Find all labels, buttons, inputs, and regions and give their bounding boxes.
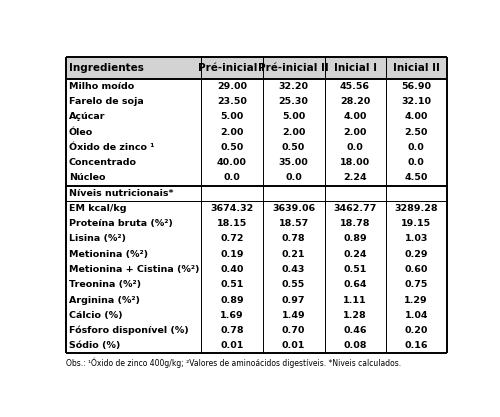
Text: 56.90: 56.90 — [401, 82, 431, 91]
Text: Proteína bruta (%²): Proteína bruta (%²) — [68, 219, 172, 228]
Text: 0.89: 0.89 — [220, 296, 244, 304]
Text: 4.00: 4.00 — [344, 113, 366, 121]
Text: Lisina (%²): Lisina (%²) — [68, 234, 126, 244]
Text: 1.28: 1.28 — [343, 311, 367, 320]
Text: 1.11: 1.11 — [343, 296, 367, 304]
Text: Fósforo disponível (%): Fósforo disponível (%) — [68, 326, 188, 335]
Text: 23.50: 23.50 — [217, 97, 247, 106]
Text: 0.50: 0.50 — [220, 143, 244, 152]
Text: 0.64: 0.64 — [344, 280, 367, 289]
Text: 32.10: 32.10 — [401, 97, 431, 106]
Text: 0.70: 0.70 — [282, 326, 306, 335]
Text: 3462.77: 3462.77 — [334, 204, 376, 213]
Text: 18.00: 18.00 — [340, 158, 370, 167]
Text: Farelo de soja: Farelo de soja — [68, 97, 144, 106]
Text: Cálcio (%): Cálcio (%) — [68, 311, 122, 320]
Text: Treonina (%²): Treonina (%²) — [68, 280, 141, 289]
Text: 0.24: 0.24 — [344, 250, 367, 259]
Text: 0.0: 0.0 — [346, 143, 364, 152]
Text: Níveis nutricionais*: Níveis nutricionais* — [68, 189, 173, 198]
Text: 2.24: 2.24 — [343, 173, 367, 183]
Text: 2.50: 2.50 — [404, 128, 428, 137]
Text: 3639.06: 3639.06 — [272, 204, 315, 213]
Text: 0.78: 0.78 — [220, 326, 244, 335]
Text: 0.0: 0.0 — [285, 173, 302, 183]
Text: 0.19: 0.19 — [220, 250, 244, 259]
Text: Metionina (%²): Metionina (%²) — [68, 250, 148, 259]
Text: 35.00: 35.00 — [278, 158, 308, 167]
Text: 1.03: 1.03 — [404, 234, 428, 244]
Text: Arginina (%²): Arginina (%²) — [68, 296, 140, 304]
Text: 25.30: 25.30 — [278, 97, 308, 106]
Text: Concentrado: Concentrado — [68, 158, 136, 167]
Text: 4.50: 4.50 — [404, 173, 428, 183]
Text: Óxido de zinco ¹: Óxido de zinco ¹ — [68, 143, 154, 152]
Text: 0.29: 0.29 — [404, 250, 428, 259]
Text: 0.78: 0.78 — [282, 234, 306, 244]
Text: Pré-inicial I: Pré-inicial I — [198, 63, 266, 73]
Text: 28.20: 28.20 — [340, 97, 370, 106]
Text: 18.15: 18.15 — [216, 219, 247, 228]
Text: 0.75: 0.75 — [404, 280, 428, 289]
Text: Milho moído: Milho moído — [68, 82, 134, 91]
Text: Inicial I: Inicial I — [334, 63, 376, 73]
Text: 0.01: 0.01 — [282, 342, 306, 350]
Text: 0.40: 0.40 — [220, 265, 244, 274]
Text: 18.78: 18.78 — [340, 219, 370, 228]
Text: 0.16: 0.16 — [404, 342, 428, 350]
Text: 0.55: 0.55 — [282, 280, 305, 289]
Text: 0.51: 0.51 — [344, 265, 366, 274]
Text: 0.51: 0.51 — [220, 280, 244, 289]
Text: Óleo: Óleo — [68, 128, 93, 137]
Text: 0.20: 0.20 — [404, 326, 428, 335]
Text: 40.00: 40.00 — [217, 158, 247, 167]
Text: 0.72: 0.72 — [220, 234, 244, 244]
Text: 0.46: 0.46 — [344, 326, 367, 335]
Text: 0.08: 0.08 — [344, 342, 367, 350]
Text: 0.0: 0.0 — [224, 173, 240, 183]
Text: 2.00: 2.00 — [282, 128, 306, 137]
Text: Núcleo: Núcleo — [68, 173, 105, 183]
Text: 2.00: 2.00 — [344, 128, 366, 137]
Text: 1.69: 1.69 — [220, 311, 244, 320]
Text: Ingredientes: Ingredientes — [68, 63, 144, 73]
Text: 3674.32: 3674.32 — [210, 204, 254, 213]
Text: 0.01: 0.01 — [220, 342, 244, 350]
Text: 0.43: 0.43 — [282, 265, 306, 274]
Text: EM kcal/kg: EM kcal/kg — [68, 204, 126, 213]
Text: 0.60: 0.60 — [404, 265, 428, 274]
Text: 45.56: 45.56 — [340, 82, 370, 91]
Text: 1.29: 1.29 — [404, 296, 428, 304]
Text: 0.89: 0.89 — [343, 234, 367, 244]
Text: 3289.28: 3289.28 — [394, 204, 438, 213]
Text: 5.00: 5.00 — [220, 113, 244, 121]
Text: 32.20: 32.20 — [278, 82, 308, 91]
Text: Metionina + Cistina (%²): Metionina + Cistina (%²) — [68, 265, 199, 274]
Text: 1.04: 1.04 — [404, 311, 428, 320]
Text: Obs.: ¹Óxido de zinco 400g/kg; ²Valores de aminoácidos digestíveis. *Niveis calc: Obs.: ¹Óxido de zinco 400g/kg; ²Valores … — [66, 357, 400, 368]
Text: Sódio (%): Sódio (%) — [68, 342, 120, 350]
Text: Inicial II: Inicial II — [393, 63, 440, 73]
Text: 0.0: 0.0 — [408, 158, 424, 167]
Text: 19.15: 19.15 — [401, 219, 432, 228]
Text: 0.97: 0.97 — [282, 296, 306, 304]
Text: 0.0: 0.0 — [408, 143, 424, 152]
Text: Pré-inicial II: Pré-inicial II — [258, 63, 329, 73]
Text: Açúcar: Açúcar — [68, 113, 105, 121]
Text: 5.00: 5.00 — [282, 113, 305, 121]
Text: 1.49: 1.49 — [282, 311, 306, 320]
Text: 29.00: 29.00 — [217, 82, 247, 91]
Text: 4.00: 4.00 — [404, 113, 428, 121]
Text: 18.57: 18.57 — [278, 219, 308, 228]
Text: 2.00: 2.00 — [220, 128, 244, 137]
Bar — [66, 57, 447, 79]
Text: 0.21: 0.21 — [282, 250, 306, 259]
Text: 0.50: 0.50 — [282, 143, 305, 152]
